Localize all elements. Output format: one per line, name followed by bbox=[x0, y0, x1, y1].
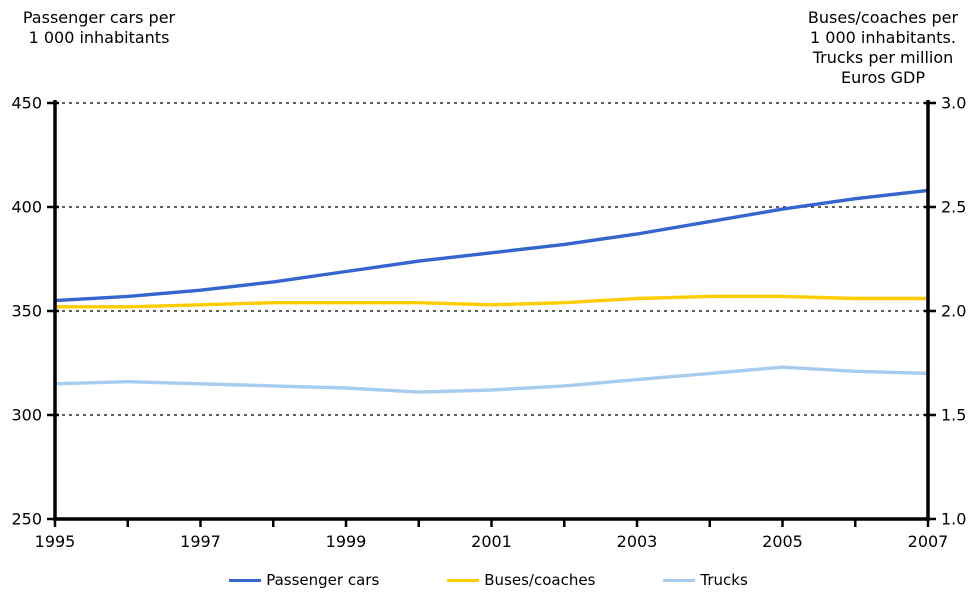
series-line-passenger-cars bbox=[53, 188, 930, 303]
series-line-trucks bbox=[53, 365, 930, 394]
left-axis-tick-label: 450 bbox=[11, 94, 42, 113]
legend-item-buses-coaches: Buses/coaches bbox=[447, 571, 595, 589]
right-axis-title: Buses/coaches per 1 000 inhabitants. Tru… bbox=[807, 8, 959, 87]
legend-label-trucks: Trucks bbox=[700, 571, 748, 589]
legend-item-trucks: Trucks bbox=[663, 571, 748, 589]
legend-label-passenger-cars: Passenger cars bbox=[266, 571, 380, 589]
left-axis-tick-label: 300 bbox=[11, 406, 42, 425]
right-axis-tick-label: 1.0 bbox=[941, 510, 966, 529]
x-axis-tick-label: 1999 bbox=[326, 532, 367, 551]
legend-swatch-buses-coaches-icon bbox=[447, 578, 480, 582]
x-axis-tick-label: 1997 bbox=[180, 532, 221, 551]
x-axis-tick-label: 2003 bbox=[617, 532, 658, 551]
left-axis-tick-label: 400 bbox=[11, 198, 42, 217]
x-axis-tick-label: 1995 bbox=[35, 532, 76, 551]
legend-swatch-trucks-icon bbox=[663, 578, 696, 582]
left-axis-title: Passenger cars per 1 000 inhabitants bbox=[22, 8, 176, 47]
right-axis-tick-label: 3.0 bbox=[941, 94, 966, 113]
right-axis-tick-label: 2.0 bbox=[941, 302, 966, 321]
legend-label-buses-coaches: Buses/coaches bbox=[484, 571, 596, 589]
right-axis-tick-label: 2.5 bbox=[941, 198, 966, 217]
x-axis-tick-label: 2005 bbox=[762, 532, 803, 551]
x-axis-tick-label: 2001 bbox=[471, 532, 512, 551]
x-axis-tick-label: 2007 bbox=[908, 532, 949, 551]
chart-legend: Passenger cars Buses/coaches Trucks bbox=[0, 571, 977, 589]
series-line-buses-coaches bbox=[53, 294, 930, 309]
legend-item-passenger-cars: Passenger cars bbox=[229, 571, 379, 589]
legend-swatch-passenger-cars-icon bbox=[229, 578, 262, 582]
left-axis-tick-label: 350 bbox=[11, 302, 42, 321]
left-axis-tick-label: 250 bbox=[11, 510, 42, 529]
right-axis-tick-label: 1.5 bbox=[941, 406, 966, 425]
